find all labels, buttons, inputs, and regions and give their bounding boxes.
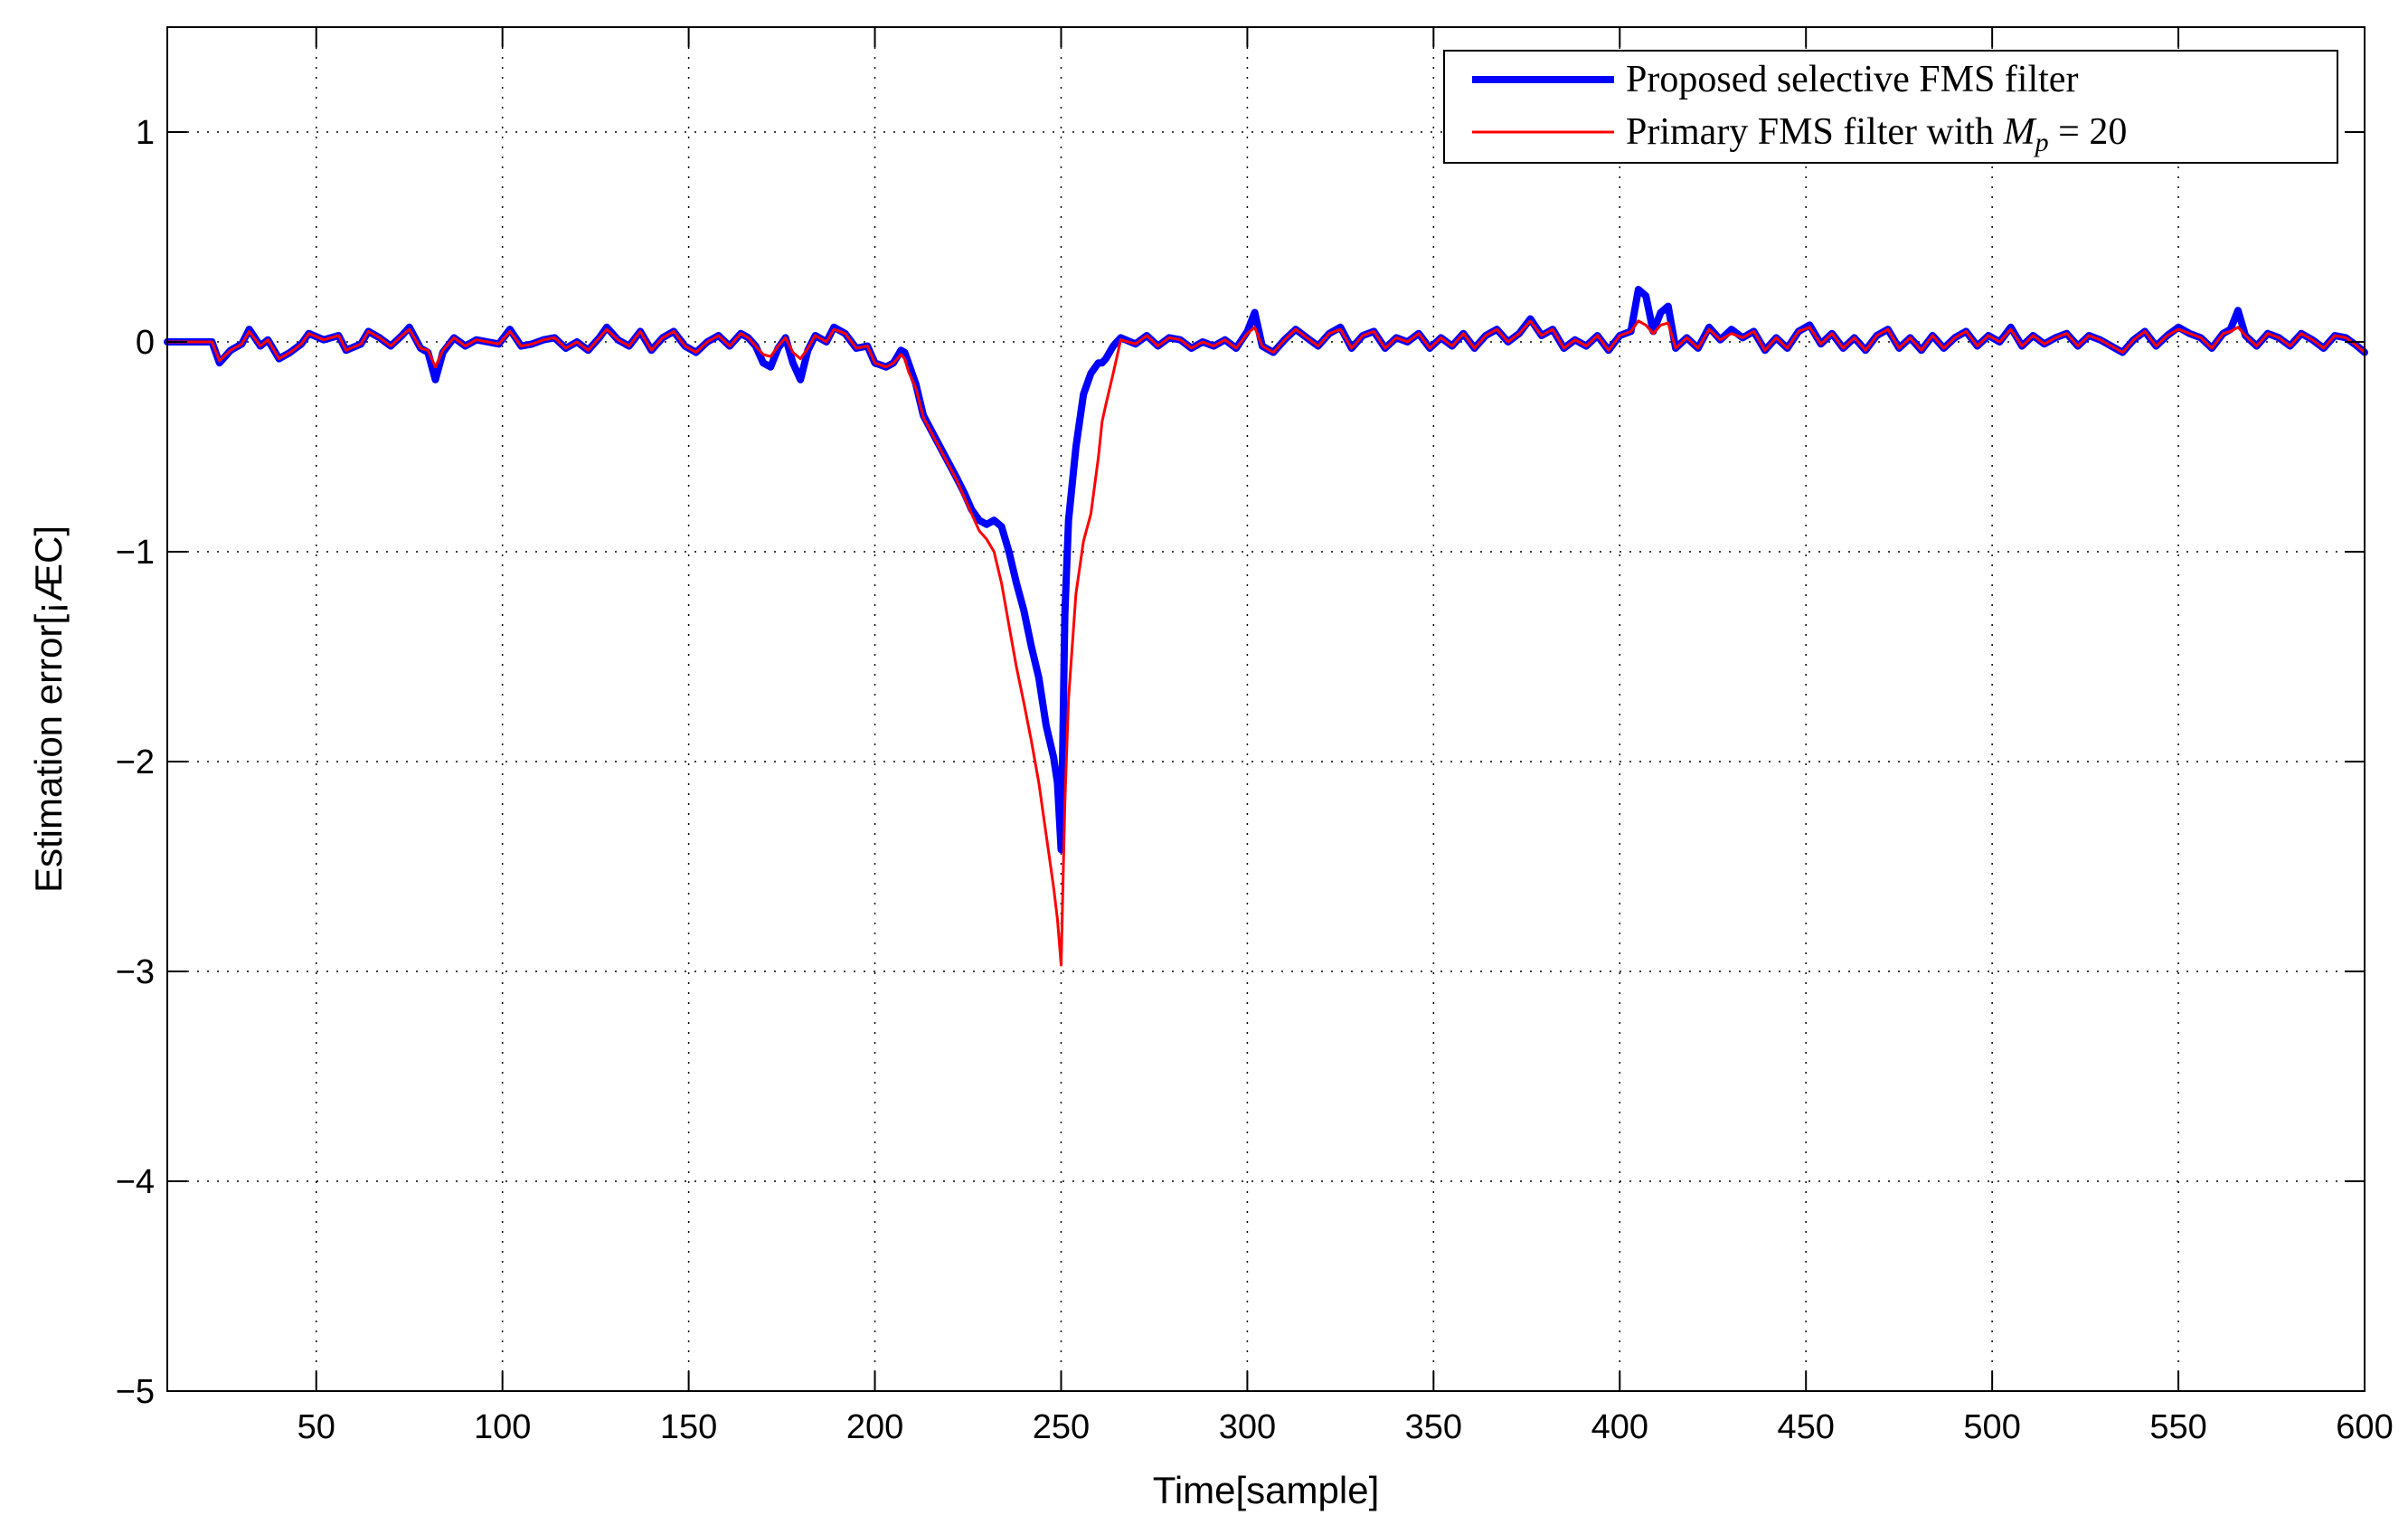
x-tick-label: 50 <box>297 1408 335 1446</box>
x-tick-label: 450 <box>1778 1408 1835 1446</box>
x-tick-label: 500 <box>1963 1408 2020 1446</box>
legend-label-primary-text: Primary FMS filter with <box>1626 111 2004 153</box>
y-tick-label: −4 <box>116 1163 155 1201</box>
legend-label-proposed: Proposed selective FMS filter <box>1626 59 2078 100</box>
y-tick-label: 1 <box>136 114 155 152</box>
x-tick-label: 150 <box>660 1408 717 1446</box>
x-tick-label: 550 <box>2149 1408 2206 1446</box>
x-axis-label: Time[sample] <box>1153 1469 1380 1511</box>
y-tick-label: −1 <box>116 534 155 572</box>
legend: Proposed selective FMS filter Primary FM… <box>1443 50 2338 164</box>
series-layer <box>164 286 2368 967</box>
y-tick-label: 0 <box>136 324 155 362</box>
x-tick-labels: 50 100 150 200 250 300 350 400 450 500 550 600 <box>297 1408 2394 1446</box>
y-tick-label: −3 <box>116 953 155 991</box>
series-line-primary <box>165 319 2366 967</box>
legend-box <box>1443 50 2338 164</box>
x-tick-label: 400 <box>1591 1408 1648 1446</box>
x-tick-label: 300 <box>1219 1408 1276 1446</box>
x-tick-label: 600 <box>2336 1408 2393 1446</box>
y-tick-labels: −5 −4 −3 −2 −1 0 1 <box>116 114 155 1411</box>
x-tick-label: 200 <box>846 1408 903 1446</box>
y-axis-label: Estimation error[¡ÆC] <box>27 526 70 893</box>
legend-label-primary: Primary FMS filter with Mp = 20 <box>1626 111 2127 157</box>
axis-ticks <box>167 27 2366 1392</box>
x-tick-label: 250 <box>1033 1408 1090 1446</box>
legend-math-sub: p <box>2034 128 2049 157</box>
x-tick-label: 350 <box>1405 1408 1462 1446</box>
legend-math-rest: = 20 <box>2049 111 2128 153</box>
plot-frame <box>166 26 2366 1392</box>
legend-math-var: M <box>2003 111 2037 153</box>
plot-background <box>167 27 2365 1391</box>
x-tick-label: 100 <box>474 1408 531 1446</box>
y-tick-label: −2 <box>116 743 155 781</box>
y-tick-label: −5 <box>116 1373 155 1411</box>
